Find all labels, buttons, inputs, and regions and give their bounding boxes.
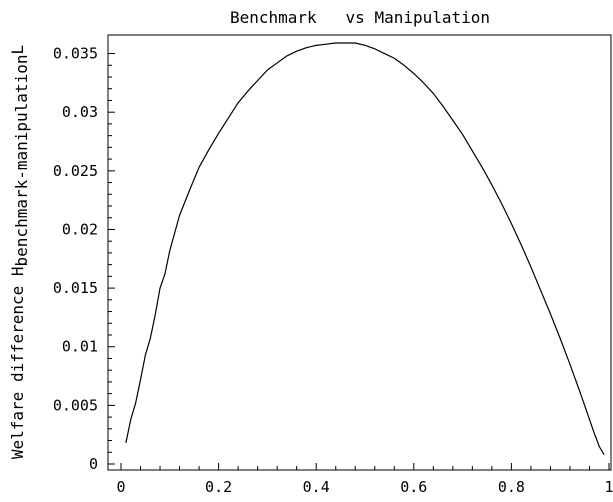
- x-axis: 0 0.2 0.4 0.6 0.8 1: [116, 463, 613, 496]
- series-line: [125, 42, 605, 455]
- x-tick-label: 0.2: [205, 478, 232, 496]
- x-tick-label: 0.8: [498, 478, 525, 496]
- y-tick-label: 0.01: [62, 338, 98, 356]
- y-axis-label-close: L: [8, 45, 27, 55]
- x-tick-label: 1: [604, 478, 613, 496]
- chart-title: Benchmark vs Manipulation: [230, 8, 490, 27]
- x-tick-label: 0: [116, 478, 125, 496]
- y-axis-label-main: Welfare difference H: [8, 266, 27, 459]
- y-axis: 0 0.005 0.01 0.015 0.02 0.025 0.03 0.035: [53, 45, 115, 473]
- y-tick-label: 0.03: [62, 103, 98, 121]
- x-tick-label: 0.6: [400, 478, 427, 496]
- y-axis-label-subscript: benchmark-manipulation: [12, 55, 31, 267]
- svg-text:Welfare difference Hbenchmark-: Welfare difference Hbenchmark-manipulati…: [8, 45, 31, 459]
- y-axis-label: Welfare difference Hbenchmark-manipulati…: [8, 45, 31, 459]
- y-tick-label: 0.025: [53, 162, 98, 180]
- series-layer: [125, 42, 605, 455]
- x-tick-label: 0.4: [303, 478, 330, 496]
- y-tick-label: 0.02: [62, 220, 98, 238]
- y-tick-label: 0.015: [53, 279, 98, 297]
- y-tick-label: 0.005: [53, 396, 98, 414]
- plot-frame: [107, 34, 612, 471]
- y-tick-label: 0: [89, 455, 98, 473]
- y-tick-label: 0.035: [53, 45, 98, 63]
